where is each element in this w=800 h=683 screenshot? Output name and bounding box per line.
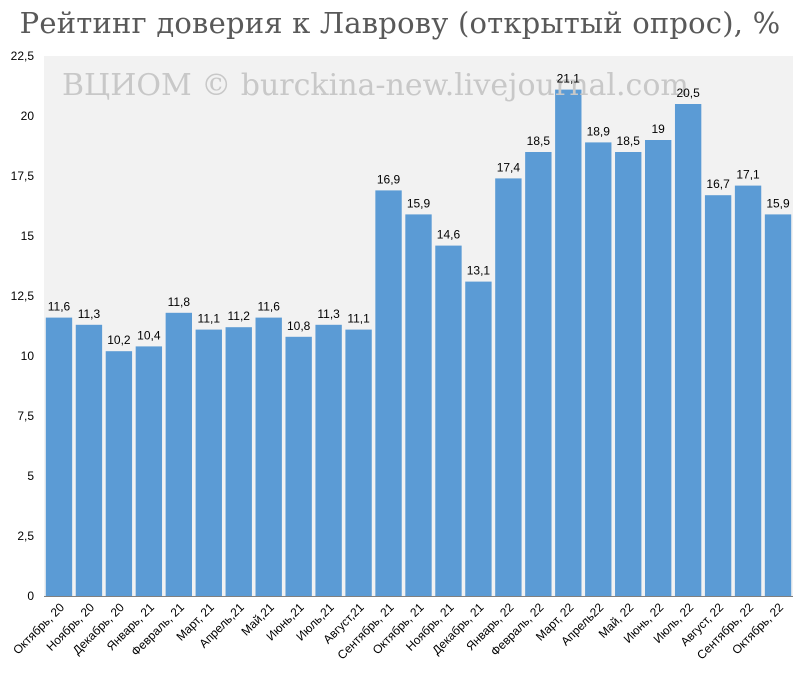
data-label: 11,8 <box>168 295 191 309</box>
y-axis-ticks: 0 2,5 5 7,5 10 12,5 15 17,5 20 22,5 <box>11 49 35 603</box>
bar <box>435 245 462 596</box>
bar <box>75 324 103 596</box>
data-label: 18,9 <box>587 124 611 138</box>
data-label: 11,1 <box>198 312 221 326</box>
bar <box>45 317 73 596</box>
bars <box>45 89 792 596</box>
bar <box>195 329 222 596</box>
data-label: 17,1 <box>736 168 760 182</box>
y-tick-label: 2,5 <box>17 529 34 543</box>
y-tick-label: 10 <box>21 349 35 363</box>
bar <box>285 336 312 596</box>
data-label: 15,9 <box>407 196 431 210</box>
data-labels: 11,6 11,3 10,2 10,4 11,8 11,1 11,2 11,6 10,8 11,3… <box>48 72 790 348</box>
bar <box>525 152 552 596</box>
bar <box>315 324 342 596</box>
data-label: 10,4 <box>137 328 161 342</box>
y-tick-label: 22,5 <box>11 49 35 63</box>
watermark-text: ВЦИОМ © burckina-new.livejournal.com <box>62 68 689 103</box>
data-label: 15,9 <box>766 196 790 210</box>
bar <box>255 317 282 596</box>
data-label: 11,2 <box>228 309 251 323</box>
bar <box>734 185 762 596</box>
y-tick-label: 15 <box>21 229 35 243</box>
y-tick-label: 7,5 <box>17 409 34 423</box>
y-tick-label: 5 <box>27 469 34 483</box>
y-tick-label: 17,5 <box>11 169 35 183</box>
bar <box>555 89 582 596</box>
chart-title: Рейтинг доверия к Лаврову (открытый опро… <box>19 6 781 40</box>
bar <box>615 152 642 596</box>
data-label: 16,7 <box>706 177 730 191</box>
bar <box>495 178 522 596</box>
bar <box>674 104 702 596</box>
y-tick-label: 12,5 <box>11 289 35 303</box>
data-label: 19 <box>652 122 666 136</box>
bar <box>704 195 732 596</box>
data-label: 18,5 <box>527 134 551 148</box>
bar <box>405 214 432 596</box>
data-label: 10,2 <box>107 333 131 347</box>
bar <box>135 346 163 596</box>
y-tick-label: 20 <box>21 109 35 123</box>
bar <box>345 329 372 596</box>
data-label: 17,4 <box>497 160 521 174</box>
bar <box>165 312 193 596</box>
data-label: 11,6 <box>48 300 71 314</box>
bar <box>375 190 402 596</box>
y-tick-label: 0 <box>27 589 34 603</box>
data-label: 16,9 <box>377 172 401 186</box>
data-label: 14,6 <box>437 228 461 242</box>
data-label: 11,3 <box>317 307 340 321</box>
bar <box>105 351 133 596</box>
data-label: 11,6 <box>257 300 280 314</box>
bar <box>225 327 252 596</box>
data-label: 18,5 <box>617 134 641 148</box>
data-label: 11,3 <box>78 307 101 321</box>
data-label: 10,8 <box>287 319 311 333</box>
bar <box>764 214 792 596</box>
data-label: 21,1 <box>557 72 581 86</box>
data-label: 13,1 <box>467 264 491 278</box>
data-label: 20,5 <box>676 86 700 100</box>
bar <box>465 281 492 596</box>
data-label: 11,1 <box>347 312 370 326</box>
bar <box>644 140 672 596</box>
bar <box>585 142 612 596</box>
